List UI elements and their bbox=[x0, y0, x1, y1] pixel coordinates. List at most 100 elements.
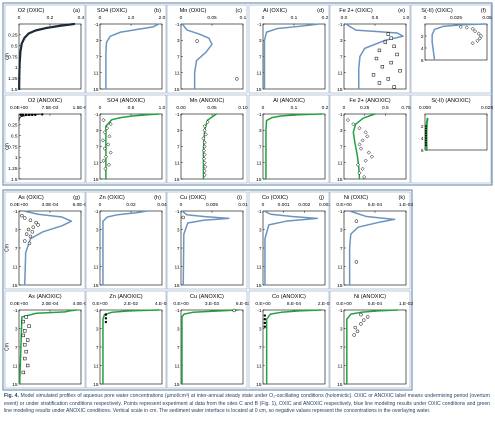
data-point bbox=[395, 52, 399, 57]
x-tick-label: 1.0 bbox=[159, 105, 166, 111]
data-point bbox=[181, 215, 186, 220]
chart-title: S(-II) (ANOXIC) bbox=[431, 98, 470, 104]
data-point bbox=[389, 36, 393, 40]
data-point bbox=[377, 48, 382, 53]
y-tick-label: 7 bbox=[340, 54, 343, 60]
y-tick-label: 11 bbox=[175, 161, 180, 167]
y-tick-label: -1 bbox=[338, 112, 343, 118]
data-point bbox=[363, 158, 368, 163]
data-point bbox=[102, 130, 107, 135]
chart-cell-border bbox=[166, 94, 248, 184]
y-tick-label: 3 bbox=[340, 38, 343, 44]
chart-title: Zn (OXIC) bbox=[99, 195, 125, 201]
chart-title: Ni (OXIC) bbox=[344, 195, 368, 201]
data-point bbox=[365, 315, 370, 319]
x-tick-label: 0.005 bbox=[206, 202, 218, 208]
data-point bbox=[366, 150, 371, 155]
chart-title: Fe 2+ (OXIC) bbox=[339, 8, 373, 14]
data-point bbox=[107, 134, 112, 139]
y-tick-label: 0.75 bbox=[8, 144, 18, 150]
y-tick-label: 7 bbox=[177, 246, 180, 252]
y-tick-label: 6 bbox=[421, 58, 424, 64]
chart-title: SO4 (ANOXIC) bbox=[107, 98, 145, 104]
y-tick-label: 7 bbox=[259, 54, 262, 60]
chart-cell-border bbox=[166, 290, 248, 389]
y-tick-label: 1 bbox=[15, 155, 18, 161]
data-point bbox=[477, 36, 482, 41]
x-tick-label: 0 bbox=[262, 15, 265, 21]
data-point bbox=[232, 308, 236, 313]
y-axis-label: cm bbox=[5, 143, 11, 150]
chart-mn-oxic: Mn (OXIC) (c) 0 0.05 0.1 -1 3 7 11 15 bbox=[166, 4, 248, 94]
y-tick-label: 4 bbox=[421, 136, 424, 142]
chart-zn-oxic: Zn (OXIC) (h) 0 0.02 0.04 -1 3 7 11 15 bbox=[85, 191, 167, 290]
x-tick-label: 3.E-03 bbox=[205, 301, 219, 307]
figure-caption: Fig. 4. Model simulated profiles of aque… bbox=[4, 393, 490, 416]
data-point bbox=[201, 156, 207, 161]
y-tick-label: -1 bbox=[175, 209, 180, 215]
chart-mn-anoxic: Mn (ANOXIC) 0.00 0.05 0.10 -1 3 7 11 15 bbox=[166, 94, 248, 184]
x-tick-label: 0.003 bbox=[319, 202, 331, 208]
chart-cell-border bbox=[85, 94, 167, 184]
y-tick-label: 11 bbox=[257, 363, 262, 369]
data-point bbox=[352, 333, 356, 337]
x-tick-label: 0.4 bbox=[78, 15, 85, 21]
y-tick-label: -1 bbox=[338, 308, 343, 314]
data-point bbox=[24, 315, 28, 319]
x-tick-label: 0.E+00 bbox=[336, 301, 352, 307]
y-tick-label: 11 bbox=[94, 363, 99, 369]
data-point bbox=[201, 136, 206, 141]
chart-cell-border bbox=[329, 290, 411, 389]
x-tick-label: 0.5 bbox=[372, 15, 379, 21]
data-point bbox=[19, 113, 23, 117]
y-tick-label: 7 bbox=[96, 345, 99, 351]
data-point bbox=[108, 150, 113, 155]
x-tick-label: 0 bbox=[343, 105, 346, 111]
x-tick-label: 0.000 bbox=[419, 105, 431, 111]
data-point bbox=[202, 124, 207, 129]
data-point bbox=[425, 125, 427, 127]
y-tick-label: 15 bbox=[337, 177, 343, 183]
x-tick-label: 0.01 bbox=[238, 202, 248, 208]
x-tick-label: 0.0E+00 bbox=[10, 202, 28, 208]
data-point bbox=[425, 139, 427, 142]
y-tick-label: 7 bbox=[340, 144, 343, 150]
y-tick-label: 15 bbox=[174, 283, 180, 289]
chart-cell-border bbox=[85, 4, 167, 94]
y-tick-label: 3 bbox=[15, 227, 18, 233]
chart-so4-oxic: SO4 (OXIC) (b) 0 1.0 2.0 -1 3 7 11 15 bbox=[85, 4, 167, 94]
chart-panel-letter: (g) bbox=[73, 195, 80, 201]
y-tick-label: 11 bbox=[94, 161, 99, 167]
x-tick-label: 0.0 bbox=[341, 15, 348, 21]
data-point bbox=[361, 318, 366, 322]
x-tick-label: 4.0E-04 bbox=[73, 301, 90, 307]
y-tick-label: -1 bbox=[257, 22, 262, 28]
x-tick-label: 0.2 bbox=[322, 15, 329, 21]
chart-title: Mn (OXIC) bbox=[180, 8, 207, 14]
data-point bbox=[28, 234, 33, 239]
data-point bbox=[27, 113, 31, 117]
x-tick-label: 0.025 bbox=[450, 15, 462, 21]
chart-cell-border bbox=[410, 4, 492, 94]
data-point bbox=[41, 113, 44, 116]
chart-panel-letter: (c) bbox=[235, 8, 242, 14]
data-point bbox=[203, 132, 208, 137]
chart-title: Al (OXIC) bbox=[263, 8, 287, 14]
y-tick-label: 3 bbox=[259, 326, 262, 332]
data-point bbox=[425, 132, 427, 135]
x-tick-label: 0.05 bbox=[207, 105, 217, 111]
data-point bbox=[470, 26, 475, 31]
data-point bbox=[360, 166, 365, 171]
figure-4-panels: O2 (OXIC) (a) 0 0.2 0.4 0.25 0.5 0.75 1 1.25 1.5 cm… bbox=[2, 2, 493, 391]
series-line bbox=[181, 309, 239, 385]
chart-cell-border bbox=[329, 191, 411, 290]
chart-title: Mn (ANOXIC) bbox=[190, 98, 225, 104]
data-point bbox=[386, 77, 390, 81]
data-point bbox=[26, 227, 31, 232]
chart-panel-letter: (f) bbox=[481, 8, 486, 14]
plot-area bbox=[424, 23, 488, 61]
series-line bbox=[348, 210, 396, 286]
data-point bbox=[36, 223, 40, 227]
y-tick-label: 15 bbox=[93, 382, 99, 388]
chart-cell-border bbox=[248, 191, 330, 290]
